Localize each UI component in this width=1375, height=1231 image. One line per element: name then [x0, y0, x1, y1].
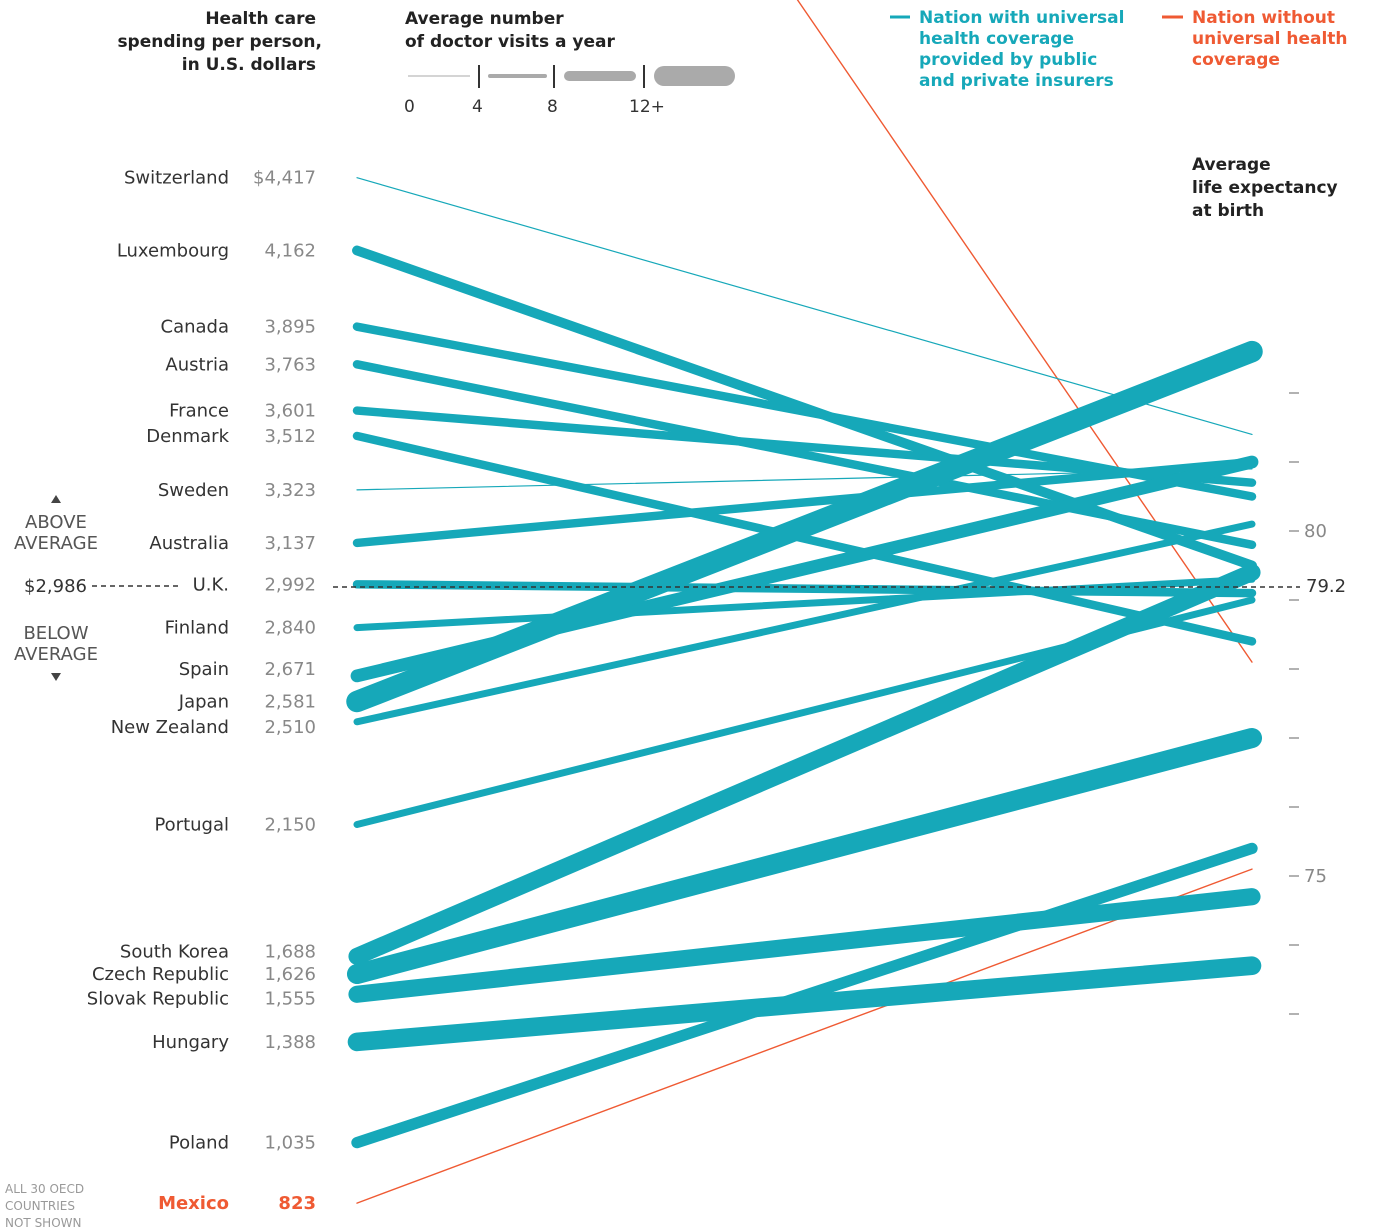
spending-value-france: 3,601 [264, 401, 316, 422]
slope-line-slovak-republic [348, 888, 1261, 1003]
visits-scale-12: 12+ [629, 97, 665, 117]
slope-lines [346, 0, 1263, 1204]
life-tick-label-75: 75 [1304, 866, 1327, 887]
slope-line-japan [346, 340, 1263, 713]
country-label-canada: Canada [161, 317, 230, 338]
up-arrow-icon [51, 495, 61, 503]
country-label-hungary: Hungary [152, 1032, 229, 1053]
slope-line-mexico [356, 868, 1253, 1204]
above-label-line-2: AVERAGE [14, 533, 98, 554]
country-label-france: France [169, 401, 229, 422]
spending-value-u-k: 2,992 [264, 574, 316, 595]
visits-title-line-1: Average number [405, 9, 564, 29]
slope-line-luxembourg [352, 245, 1257, 571]
country-label-mexico: Mexico [158, 1193, 229, 1214]
visits-scale-4: 4 [472, 97, 483, 117]
above-below-labels: ABOVE AVERAGE BELOW AVERAGE [14, 495, 98, 681]
country-label-czech-republic: Czech Republic [92, 964, 229, 985]
slope-line-new-zealand [353, 520, 1256, 726]
slope-line-australia [352, 457, 1257, 548]
legend-universal-line-2: health coverage [919, 29, 1074, 49]
life-title-line-3: at birth [1192, 201, 1264, 221]
average-spending-label: $2,986 [24, 576, 87, 597]
down-arrow-icon [51, 673, 61, 681]
country-label-luxembourg: Luxembourg [117, 240, 229, 261]
country-label-u-k: U.K. [193, 574, 229, 595]
slope-line-france [352, 406, 1257, 487]
country-labels: Switzerland $4,417 Luxembourg 4,162 Canada 3,… [87, 168, 316, 1214]
spending-value-denmark: 3,512 [264, 426, 316, 447]
spending-value-sweden: 3,323 [264, 480, 316, 501]
below-label-line-2: AVERAGE [14, 644, 98, 665]
slope-line-south-korea [348, 563, 1261, 965]
country-label-australia: Australia [149, 533, 229, 554]
spending-value-new-zealand: 2,510 [264, 717, 316, 738]
visits-title-line-2: of doctor visits a year [405, 32, 616, 52]
visits-legend: Average number of doctor visits a year 0… [404, 9, 735, 117]
spending-title-line-2: spending per person, [117, 32, 322, 52]
spending-value-slovak-republic: 1,555 [264, 988, 316, 1009]
legend-without-line-1: Nation without [1192, 8, 1335, 28]
country-label-switzerland: Switzerland [124, 168, 229, 189]
country-label-slovak-republic: Slovak Republic [87, 988, 229, 1009]
visits-scale-0: 0 [404, 97, 415, 117]
country-label-japan: Japan [178, 692, 229, 713]
spending-value-australia: 3,137 [264, 533, 316, 554]
life-expectancy-axis: 75 80 [1289, 392, 1327, 1015]
spending-value-spain: 2,671 [264, 659, 316, 680]
legend-universal-line-1: Nation with universal [919, 8, 1124, 28]
slope-line-u-k [352, 580, 1257, 598]
slope-line-hungary [347, 956, 1262, 1052]
spending-title-line-1: Health care [205, 9, 316, 29]
spending-value-hungary: 1,388 [264, 1032, 316, 1053]
life-expectancy-title: Average life expectancy at birth [1192, 155, 1338, 221]
note-line-1: ALL 30 OECD [5, 1182, 84, 1196]
legend-universal-line-4: and private insurers [919, 71, 1114, 91]
below-label-line-1: BELOW [23, 623, 88, 644]
note-line-2: COUNTRIES [5, 1199, 75, 1213]
spending-value-canada: 3,895 [264, 317, 316, 338]
legend-without-line-3: coverage [1192, 50, 1280, 70]
spending-value-japan: 2,581 [264, 692, 316, 713]
spending-value-poland: 1,035 [264, 1133, 316, 1154]
slope-line-czech-republic [346, 727, 1263, 985]
country-label-austria: Austria [165, 354, 229, 375]
country-label-new-zealand: New Zealand [111, 717, 229, 738]
average-life-label: 79.2 [1306, 576, 1346, 597]
life-tick-label-80: 80 [1304, 521, 1327, 542]
spending-title: Health care spending per person, in U.S.… [117, 9, 322, 75]
country-label-portugal: Portugal [154, 815, 229, 836]
life-title-line-2: life expectancy [1192, 178, 1338, 198]
spending-value-finland: 2,840 [264, 618, 316, 639]
spending-value-czech-republic: 1,626 [264, 964, 316, 985]
slope-line-denmark [352, 431, 1257, 646]
country-label-finland: Finland [165, 618, 229, 639]
country-label-poland: Poland [169, 1133, 229, 1154]
visits-scale-8: 8 [547, 97, 558, 117]
coverage-legend: Nation with universal health coverage pr… [890, 8, 1348, 91]
legend-without-line-2: universal health [1192, 29, 1348, 49]
country-label-south-korea: South Korea [120, 941, 229, 962]
spending-value-luxembourg: 4,162 [264, 240, 316, 261]
slope-line-united-states [796, 0, 1253, 663]
legend-universal-line-3: provided by public [919, 50, 1097, 70]
slope-line-switzerland [356, 177, 1253, 435]
note-line-3: NOT SHOWN [5, 1216, 82, 1230]
country-label-denmark: Denmark [146, 426, 229, 447]
above-label-line-1: ABOVE [25, 512, 87, 533]
life-title-line-1: Average [1192, 155, 1271, 175]
country-label-sweden: Sweden [158, 480, 229, 501]
spending-title-line-3: in U.S. dollars [182, 55, 316, 75]
spending-value-austria: 3,763 [264, 354, 316, 375]
country-label-spain: Spain [179, 659, 229, 680]
spending-value-mexico: 823 [278, 1193, 316, 1214]
average-line-group: $2,986 79.2 [24, 576, 1346, 597]
footnote: ALL 30 OECD COUNTRIES NOT SHOWN [5, 1182, 84, 1230]
spending-value-south-korea: 1,688 [264, 941, 316, 962]
spending-value-portugal: 2,150 [264, 815, 316, 836]
spending-value-switzerland: $4,417 [253, 168, 316, 189]
